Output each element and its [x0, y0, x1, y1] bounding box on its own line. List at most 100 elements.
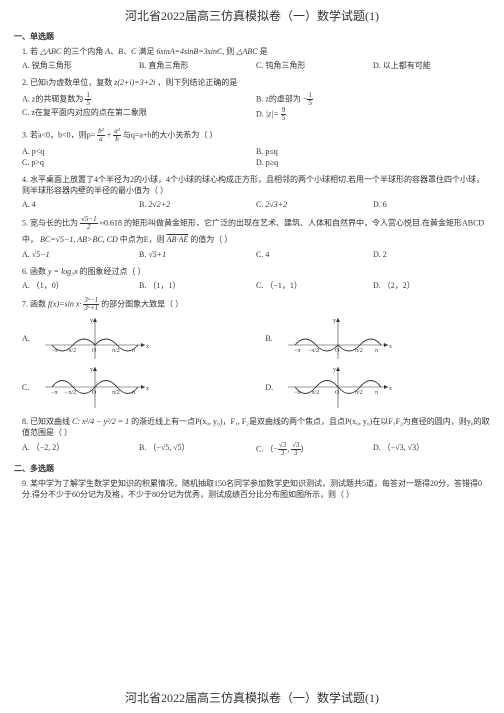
q5-b-e: √5+1	[148, 250, 166, 259]
q1-pre: 1. 若	[22, 47, 38, 56]
q3-frac2: a²b	[113, 128, 121, 143]
q1-end: 是	[260, 47, 268, 56]
q2-d-pre: D.	[256, 109, 266, 118]
question-2: 2. 已知i为虚数单位，复数 z(2+i)=3+2i ，则下列结论正确的是 A.…	[22, 77, 490, 121]
q5-b-p: B.	[139, 250, 148, 259]
q5-opt-d: D. 2	[373, 249, 490, 260]
q7-svg-c: xy O −π/2−π π/2π	[40, 364, 150, 410]
question-5: 5. 宽与长的比为 √5−12 ≈0.618 的矩形叫做黄金矩形，它广泛的出现在…	[22, 216, 490, 259]
q4-opt-c: C. 2√3+2	[256, 199, 373, 210]
q7-stem: 7. 函数 f(x)=sin x· 3ˣ−13ˣ+1 的部分图象大致是（ ）	[22, 297, 490, 312]
q5-pre: 5. 宽与长的比为	[22, 219, 78, 228]
q5-l2-post: 的值为（ ）	[190, 235, 232, 244]
q4-opt-d: D. 6	[373, 199, 490, 210]
q3-stem: 3. 若a<0，b<0，则p= b²a + a²b 与q=a+b的大小关系为（ …	[22, 128, 490, 143]
svg-text:O: O	[92, 390, 97, 396]
q8-hyp: C: x²/4 − y²/2 = 1	[72, 417, 129, 426]
q2-d-den: 5	[281, 115, 287, 122]
q7-fp: f(x)=sin x·	[48, 300, 81, 309]
question-8: 8. 已知双曲线 C: x²/4 − y²/2 = 1 的渐近线上有一点P(x₀…	[22, 416, 490, 456]
q7-fd: 3ˣ+1	[83, 305, 99, 312]
q1-opt-a: A. 锐角三角形	[22, 60, 139, 71]
q3-den2: b	[113, 136, 121, 143]
q9-stem: 9. 某中学为了解学生数学史知识的积累情况，随机抽取150名同学参加数学史知识测…	[22, 478, 490, 500]
q1-post: 则	[226, 47, 234, 56]
q7-post: 的部分图象大致是（ ）	[101, 300, 183, 309]
q4-opt-a: A. 4	[22, 199, 139, 210]
q5-opt-c: C. 4	[256, 249, 373, 260]
q4-options: A. 4 B. 2√2+2 C. 2√3+2 D. 6	[22, 199, 490, 210]
svg-text:y: y	[90, 367, 93, 373]
q2-b-pre: B. z的虚部为	[256, 94, 301, 103]
svg-text:−π/2: −π/2	[65, 390, 76, 396]
q5-l2-pre: 中，	[22, 235, 38, 244]
q4-b-expr: 2√2+2	[148, 200, 170, 209]
q2-d-frac: 95	[281, 107, 287, 122]
q1-options: A. 锐角三角形 B. 直角三角形 C. 钝角三角形 D. 以上都有可能	[22, 60, 490, 71]
q7-graph-row-2: C. xy O −π/2−π π/2π D. xy O −π/2−π π/2π	[22, 364, 490, 410]
q8-cd2: 3	[291, 450, 300, 457]
q1-stem: 1. 若 △ABC 的三个内角 A、B、C 满足 6sinA=4sinB=3si…	[22, 46, 490, 57]
q6-opt-d: D. （2，2）	[373, 280, 490, 291]
svg-text:O: O	[335, 390, 340, 396]
q8-opt-d: D. （−√3, √3）	[373, 442, 490, 457]
svg-text:x: x	[146, 386, 149, 392]
q8-c-p1: C. （−	[256, 444, 278, 453]
q1-tri2: △ABC	[236, 47, 257, 56]
svg-text:x: x	[389, 344, 392, 350]
q2-b-den: 5	[307, 100, 313, 107]
q7-lbl-b: B.	[265, 333, 283, 344]
q6-func: y = log₃x	[48, 267, 78, 276]
q2-opt-c: C. z在复平面内对应的点在第二象限	[22, 107, 256, 122]
q5-a-p: A.	[22, 250, 32, 259]
q2-opt-d: D. |z|= 95	[256, 107, 490, 122]
q3-options-line2: C. p>q D. p≥q	[22, 157, 490, 168]
q5-bc: BC=√5−1, AB>BC, CD	[40, 235, 118, 244]
q8-c-f1: √33	[278, 442, 287, 457]
q5-l2-mid: 中点为E，则	[120, 235, 165, 244]
q5-ratio: √5−12	[80, 216, 98, 231]
svg-text:−π/2: −π/2	[308, 348, 319, 354]
svg-text:π/2: π/2	[112, 348, 120, 354]
q5-stem-line2: 中， BC=√5−1, AB>BC, CD 中点为E，则 AB·AE 的值为（ …	[22, 234, 490, 245]
q3-opt-b: B. p≤q	[256, 146, 490, 157]
q2-pre: 2. 已知i为虚数单位，复数	[22, 78, 112, 87]
q2-opt-b: B. z的虚部为 −15	[256, 92, 490, 107]
q4-stem: 4. 水平桌面上放置了4个半径为2的小球，4个小球的球心构成正方形，且相邻的两个…	[22, 174, 490, 196]
svg-text:x: x	[389, 386, 392, 392]
q3-post: 与q=a+b的大小关系为（ ）	[123, 130, 218, 139]
q3-opt-c: C. p>q	[22, 157, 256, 168]
question-3: 3. 若a<0，b<0，则p= b²a + a²b 与q=a+b的大小关系为（ …	[22, 128, 490, 168]
q5-a-e: √5−1	[32, 250, 50, 259]
q3-pre: 3. 若a<0，b<0，则p=	[22, 130, 95, 139]
q2-a-den: 5	[85, 100, 91, 107]
svg-text:−π: −π	[294, 348, 300, 354]
svg-text:O: O	[335, 348, 340, 354]
q7-svg-a: xy O −π/2−π π/2π	[40, 315, 150, 361]
q5-rv: ≈0.618	[100, 219, 122, 228]
svg-text:−π: −π	[51, 390, 57, 396]
q2-zexpr: z(2+i)=3+2i	[114, 78, 155, 87]
question-1: 1. 若 △ABC 的三个内角 A、B、C 满足 6sinA=4sinB=3si…	[22, 46, 490, 71]
svg-text:π/2: π/2	[112, 390, 120, 396]
question-9: 9. 某中学为了解学生数学史知识的积累情况，随机抽取150名同学参加数学史知识测…	[22, 478, 490, 500]
q3-den1: a	[97, 136, 105, 143]
q1-opt-b: B. 直角三角形	[139, 60, 256, 71]
q8-opt-c: C. （−√33, √33）	[256, 442, 373, 457]
svg-text:y: y	[333, 367, 336, 373]
q8-pre: 8. 已知双曲线	[22, 417, 70, 426]
q2-opt-a: A. z的共轭复数为 15	[22, 92, 256, 107]
q8-stem: 8. 已知双曲线 C: x²/4 − y²/2 = 1 的渐近线上有一点P(x₀…	[22, 416, 490, 438]
section-single-choice: 一、单选题	[14, 31, 490, 42]
q8-cd1: 3	[278, 450, 287, 457]
q7-frac: 3ˣ−13ˣ+1	[83, 297, 99, 312]
section-multi-choice: 二、多选题	[14, 463, 490, 474]
q7-graph-b: B. xy O −π/2−π π/2π	[265, 315, 490, 361]
q3-frac1: b²a	[97, 128, 105, 143]
svg-text:−π/2: −π/2	[65, 348, 76, 354]
q7-lbl-c: C.	[22, 382, 40, 393]
svg-text:−π: −π	[294, 390, 300, 396]
q1-opt-c: C. 钝角三角形	[256, 60, 373, 71]
svg-text:y: y	[90, 318, 93, 324]
q4-b-pre: B.	[139, 200, 148, 209]
